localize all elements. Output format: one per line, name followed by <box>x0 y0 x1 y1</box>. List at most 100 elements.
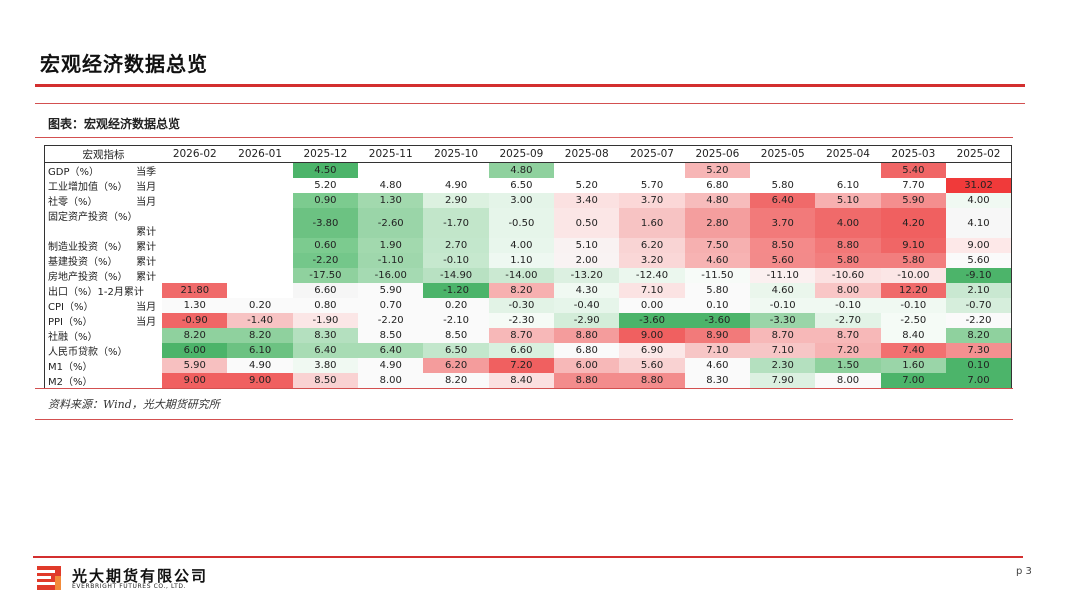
table-cell: 5.90 <box>358 283 424 298</box>
table-cell <box>358 163 423 179</box>
table-cell <box>162 193 227 208</box>
row-label: 制造业投资（%） 累计 <box>45 238 163 253</box>
table-cell: -1.10 <box>358 253 424 268</box>
indicator-unit: 当月 <box>136 197 157 208</box>
table-cell: 1.60 <box>880 358 947 373</box>
row-label: M2（%） <box>45 373 163 389</box>
table-cell: -9.10 <box>946 268 1012 283</box>
table-cell: 31.02 <box>946 178 1012 193</box>
table-cell: -0.50 <box>488 208 555 238</box>
table-cell: 9.00 <box>227 373 293 389</box>
table-cell: -2.50 <box>880 313 947 328</box>
table-cell: 5.20 <box>684 162 751 178</box>
table-cell: 2.00 <box>554 253 620 268</box>
title-divider <box>35 84 1025 87</box>
table-cell: 8.70 <box>815 328 881 343</box>
table-cell: 8.70 <box>488 328 555 343</box>
indicator-name: PPI（%） <box>48 317 93 328</box>
row-label: CPI（%） 当月 <box>45 298 163 313</box>
row-label: 固定资产投资（%） 累计 <box>45 208 163 238</box>
table-cell: -3.30 <box>750 313 816 328</box>
row-label: 房地产投资（%） 累计 <box>45 268 163 283</box>
table-cell: 4.80 <box>684 193 751 208</box>
table-cell: 6.60 <box>292 283 359 298</box>
table-cell: 9.00 <box>619 328 685 343</box>
table-cell: 4.20 <box>880 208 947 238</box>
header-col-2025-09: 2025-09 <box>488 145 555 163</box>
table-cell: -0.30 <box>488 298 555 313</box>
table-cell: 4.80 <box>488 162 555 178</box>
header-col-2025-04: 2025-04 <box>815 145 881 163</box>
table-cell: 12.20 <box>880 283 947 298</box>
table-cell: 1.90 <box>358 238 424 253</box>
table-cell: -0.40 <box>554 298 620 313</box>
table-cell: 5.20 <box>314 180 337 191</box>
table-cell: 7.30 <box>946 343 1012 358</box>
table-cell: 9.10 <box>880 238 947 253</box>
table-row: 社融（%） 8.20 8.20 8.30 8.50 8.50 8.70 8.80 9.00 8.9… <box>45 328 1012 343</box>
table-cell: -13.20 <box>554 268 620 283</box>
table-cell: 5.40 <box>880 162 947 178</box>
table-cell: -1.20 <box>423 283 489 298</box>
table-cell: 3.80 <box>292 358 359 373</box>
row-label: M1（%） <box>45 358 163 373</box>
table-cell: 8.50 <box>423 328 489 343</box>
figure-caption: 图表：宏观经济数据总览 <box>48 117 181 131</box>
table-cell: 0.60 <box>292 238 359 253</box>
table-cell: -1.40 <box>227 313 293 328</box>
indicator-name: M2（%） <box>48 377 93 388</box>
table-cell: -0.10 <box>880 298 947 313</box>
table-cell: 2.90 <box>423 193 489 208</box>
table-cell: 8.00 <box>815 283 881 298</box>
table-cell: 7.10 <box>619 283 685 298</box>
table-cell: -2.20 <box>946 313 1012 328</box>
table-cell: -2.90 <box>554 313 620 328</box>
table-cell: 8.20 <box>227 328 293 343</box>
table-cell: 7.70 <box>902 180 925 191</box>
header-col-2025-10: 2025-10 <box>423 145 489 163</box>
indicator-name: 房地产投资（%） <box>48 272 128 283</box>
table-cell: 5.80 <box>771 180 794 191</box>
footer-divider <box>33 556 1023 558</box>
table-row: PPI（%） 当月 -0.90 -1.40 -1.90 -2.20 -2.10 -2.30 -2… <box>45 313 1012 328</box>
table-cell: 5.90 <box>880 193 947 208</box>
table-cell: 4.00 <box>815 208 881 238</box>
table-cell: -1.70 <box>423 208 489 238</box>
table-cell: -0.90 <box>162 313 228 328</box>
table-cell: 4.80 <box>379 180 402 191</box>
indicator-name: 基建投资（%） <box>48 257 118 268</box>
table-row: 固定资产投资（%） 累计 -3.80 -2.60 -1.70 -0.50 0.50 1.60 2… <box>45 208 1012 238</box>
header-col-2025-12: 2025-12 <box>292 145 359 163</box>
indicator-name: 工业增加值（%） <box>48 182 128 193</box>
table-cell: -0.70 <box>946 298 1012 313</box>
row-label: 社融（%） <box>45 328 163 343</box>
table-cell: 8.70 <box>750 328 816 343</box>
table-cell: 3.70 <box>619 193 685 208</box>
table-cell: 6.60 <box>488 343 555 358</box>
indicator-unit: 当季 <box>136 167 157 178</box>
table-cell: -10.00 <box>880 268 947 283</box>
table-cell: 6.80 <box>554 343 620 358</box>
table-row: CPI（%） 当月 1.30 0.20 0.80 0.70 0.20 -0.30 -0.40 0.… <box>45 298 1012 313</box>
table-cell: 4.00 <box>488 238 555 253</box>
indicator-name: 人民币贷款（%） <box>48 347 128 358</box>
macro-data-table-container: 宏观指标 2026-02 2026-01 2025-12 2025-11 2025-10… <box>44 145 1012 389</box>
indicator-name: 社零（%） <box>48 197 98 208</box>
table-cell: 0.80 <box>292 298 359 313</box>
table-cell: 8.40 <box>488 373 555 389</box>
table-cell: -2.10 <box>423 313 489 328</box>
row-label: GDP（%） 当季 <box>45 163 163 178</box>
table-cell: 6.20 <box>619 238 685 253</box>
table-cell: 9.00 <box>162 373 228 389</box>
table-cell: 4.60 <box>684 358 751 373</box>
table-cell <box>162 253 227 268</box>
table-cell: 4.60 <box>750 283 816 298</box>
header-col-2025-02: 2025-02 <box>946 145 1012 163</box>
indicator-name: 社融（%） <box>48 332 98 343</box>
table-row: 社零（%） 当月 0.90 1.30 2.90 3.00 3.40 3.70 4.80 6.40 5… <box>45 193 1012 208</box>
table-cell: 0.10 <box>684 298 751 313</box>
table-cell <box>423 163 488 179</box>
table-cell <box>162 208 227 238</box>
table-cell: 1.30 <box>162 298 228 313</box>
table-cell: 0.20 <box>227 298 293 313</box>
